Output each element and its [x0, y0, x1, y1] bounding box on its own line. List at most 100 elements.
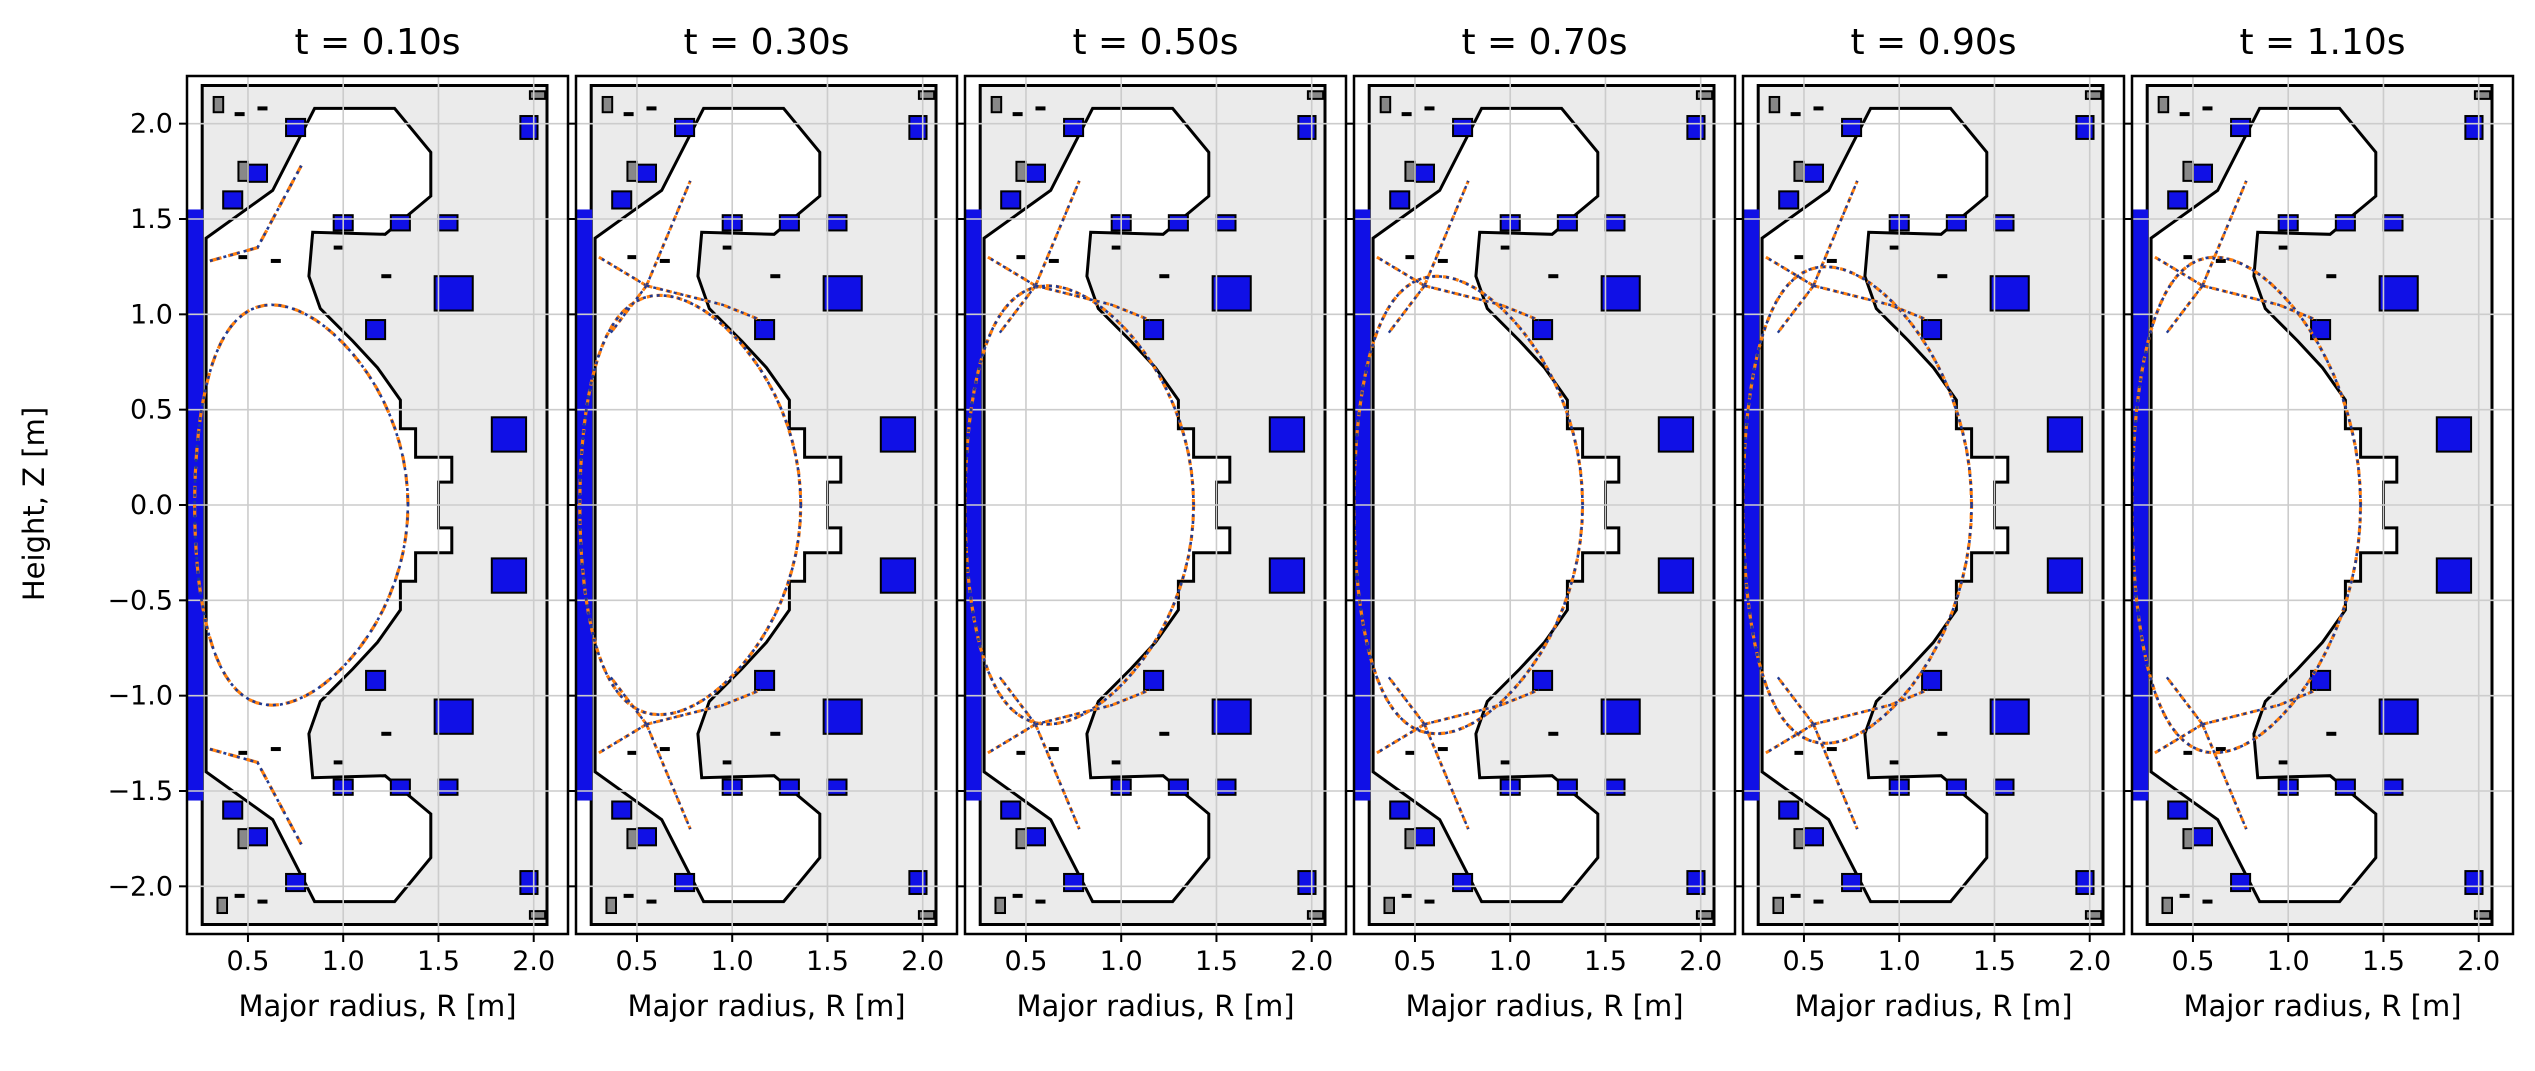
limiter-tile	[646, 899, 657, 904]
limiter-tile	[770, 731, 781, 736]
passive-structure	[1015, 828, 1027, 850]
limiter-tile	[333, 245, 344, 250]
separatrix-leg-dotted	[1034, 723, 1081, 830]
pf-coil	[1686, 870, 1706, 895]
grid-lines	[1354, 76, 1735, 934]
separatrix-leg-dotted	[1035, 688, 1151, 726]
grid-lines	[576, 76, 957, 934]
x-tick: 1.0	[711, 934, 754, 977]
pf-coil	[285, 117, 307, 138]
limiter-tile	[1889, 245, 1900, 250]
pf-coil	[1657, 557, 1695, 594]
passive-structure	[605, 896, 618, 915]
limiter-tile	[1937, 274, 1948, 279]
x-axis-label: Major radius, R [m]	[1016, 989, 1294, 1023]
pf-coil	[1921, 669, 1943, 691]
limiter-tile	[1012, 112, 1023, 117]
separatrix-leg-dotted	[1423, 723, 1470, 830]
limiter-tile	[2278, 245, 2289, 250]
x-tick-label: 0.5	[1393, 946, 1436, 977]
pf-coil	[2191, 163, 2214, 183]
pf-coil	[1686, 115, 1706, 140]
separatrix-leg-dotted	[646, 688, 762, 726]
y-tick-label: 1.0	[130, 299, 173, 330]
y-tick-label: −0.5	[107, 585, 173, 616]
boundary-dotted	[1354, 274, 1584, 736]
separatrix-leg-dotted	[2154, 256, 2204, 287]
x-tick: 2.0	[901, 934, 944, 977]
x-tick-label: 1.0	[322, 946, 365, 977]
separatrix-leg-dotted	[1387, 284, 1426, 335]
panel-title: t = 0.50s	[1072, 22, 1238, 63]
limiter-tile	[1500, 760, 1511, 765]
limiter-tile	[1016, 255, 1027, 260]
limiter-tile	[2326, 274, 2337, 279]
pf-coil	[433, 275, 474, 312]
passive-structure	[1379, 95, 1392, 114]
pf-coil	[437, 778, 459, 796]
boundary-dotted	[965, 284, 1195, 726]
y-tick: 0.5	[130, 395, 187, 426]
pf-coil	[1802, 827, 1825, 847]
panel-title: t = 1.10s	[2239, 22, 2405, 63]
pf-coil	[222, 800, 244, 820]
outer-flux-surface-dotted	[209, 164, 303, 263]
panel-0: t = 0.10s 0.5 1.0 1.5 2.0 2.0 1.5 1.0 0.5 0.0 −0.5…	[107, 22, 570, 1023]
pf-coil	[1452, 117, 1474, 138]
y-tick: −0.5	[107, 585, 187, 616]
separatrix-leg-dotted	[1812, 180, 1859, 287]
x-tick-label: 2.0	[2457, 946, 2500, 977]
y-tick: 0.0	[130, 490, 187, 521]
pf-coil	[635, 827, 658, 847]
x-tick: 0.5	[226, 934, 269, 977]
limiter-tile	[381, 731, 392, 736]
separatrix-leg-dotted	[2201, 180, 2248, 287]
pf-coil	[2334, 778, 2356, 796]
separatrix-leg-dashed	[1423, 180, 1470, 287]
limiter-tile	[1813, 106, 1824, 111]
separatrix-leg-dotted	[1424, 284, 1540, 322]
pf-coil	[246, 827, 269, 847]
x-tick-label: 0.5	[1004, 946, 1047, 977]
limiter-tile	[1035, 106, 1046, 111]
separatrix-leg-dashed	[1423, 723, 1470, 830]
y-axis-label: Height, Z [m]	[17, 407, 51, 601]
x-tick-label: 0.5	[615, 946, 658, 977]
limiter-tile	[1035, 899, 1046, 904]
pf-coil	[2167, 190, 2189, 210]
limiter-tile	[1437, 747, 1448, 752]
pf-coil	[1989, 698, 2030, 735]
passive-structure	[1695, 90, 1714, 100]
x-tick-label: 1.5	[806, 946, 849, 977]
limiter-tile	[646, 106, 657, 111]
limiter-tile	[722, 760, 733, 765]
grid-lines	[2132, 76, 2513, 934]
plot-area	[576, 76, 957, 934]
y-tick: −1.0	[107, 681, 187, 712]
limiter-tile	[1790, 112, 1801, 117]
pf-coil	[2435, 416, 2473, 453]
x-tick: 0.5	[1393, 934, 1436, 977]
x-tick-label: 0.5	[2171, 946, 2214, 977]
separatrix-leg-dotted	[2165, 675, 2204, 726]
x-tick: 2.0	[2457, 934, 2500, 977]
pf-coil	[908, 115, 928, 140]
x-tick: 0.5	[1782, 934, 1825, 977]
panel-title: t = 0.30s	[683, 22, 849, 63]
separatrix-leg-dashed	[1034, 723, 1081, 830]
pf-coil	[1268, 557, 1306, 594]
x-tick-label: 1.0	[1878, 946, 1921, 977]
outer-flux-surface-dotted	[209, 747, 303, 846]
separatrix-leg-dotted	[598, 256, 648, 287]
limiter-tile	[2202, 899, 2213, 904]
pf-coil	[2167, 800, 2189, 820]
separatrix-leg-dotted	[1776, 284, 1815, 335]
pf-coil	[437, 214, 459, 232]
y-tick: 2.0	[130, 109, 187, 140]
limiter-tile	[234, 112, 245, 117]
x-tick-label: 2.0	[901, 946, 944, 977]
x-tick: 1.5	[417, 934, 460, 977]
separatrix-leg-dotted	[1423, 180, 1470, 287]
pf-coil	[908, 870, 928, 895]
limiter-tile	[1826, 258, 1837, 263]
